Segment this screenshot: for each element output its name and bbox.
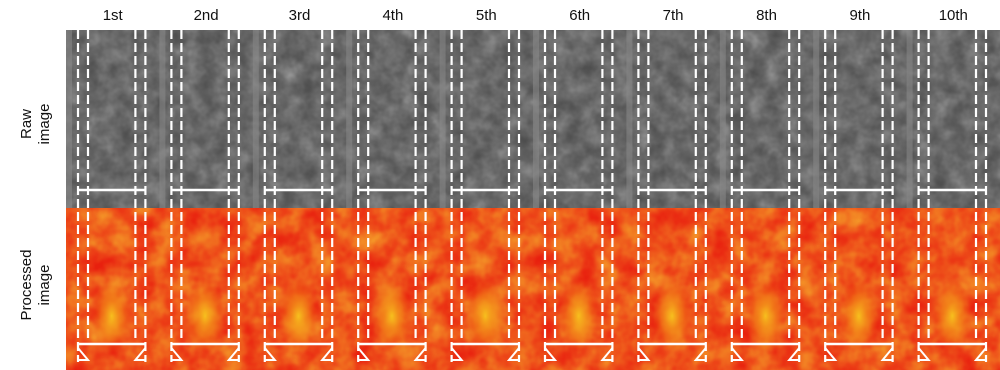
processed-hotspot-10 — [932, 278, 973, 354]
outline-foot-8-0 — [731, 347, 744, 361]
column-label-10: 10th — [938, 7, 968, 24]
column-label-6: 6th — [569, 7, 591, 24]
outline-foot-9-1 — [880, 347, 894, 361]
column-label-7: 7th — [662, 7, 684, 24]
outline-foot-10-1 — [973, 347, 987, 361]
outline-foot-4-1 — [413, 347, 427, 361]
outline-foot-3-0 — [264, 347, 277, 361]
raw-gap-strip-1 — [66, 30, 72, 208]
raw-gap-strip-2 — [159, 30, 166, 208]
raw-gap-strip-6 — [533, 30, 539, 208]
outline-foot-8-1 — [787, 347, 800, 361]
row-label-raw-image: Raw image — [18, 103, 53, 145]
raw-gap-strip-8 — [719, 30, 726, 208]
processed-hotspot-6 — [558, 278, 599, 354]
column-label-4: 4th — [382, 7, 404, 24]
outline-foot-5-1 — [506, 347, 520, 361]
row-label-processed-image: Processed image — [18, 249, 53, 321]
processed-hotspot-9 — [839, 278, 879, 354]
processed-hotspot-3 — [278, 278, 319, 354]
image-strip — [66, 30, 1000, 370]
raw-gap-strip-10 — [906, 30, 913, 208]
raw-gap-strip-4 — [346, 30, 353, 208]
column-label-1: 1st — [102, 7, 123, 24]
processed-hotspot-8 — [745, 278, 786, 354]
outline-foot-6-1 — [600, 347, 614, 361]
outline-foot-9-0 — [824, 347, 838, 361]
processed-hotspot-2 — [185, 278, 225, 354]
column-label-3: 3rd — [288, 7, 311, 24]
outline-foot-7-1 — [693, 347, 707, 361]
outline-foot-4-0 — [357, 347, 371, 361]
column-label-9: 9th — [849, 7, 871, 24]
outline-foot-2-0 — [170, 347, 184, 361]
outline-foot-1-1 — [133, 347, 147, 361]
column-label-2: 2nd — [193, 7, 219, 24]
processed-hotspot-7 — [652, 278, 692, 354]
outline-foot-5-0 — [450, 347, 464, 361]
column-label-8: 8th — [756, 7, 777, 24]
raw-gap-strip-5 — [439, 30, 446, 208]
outline-foot-7-0 — [637, 347, 651, 361]
outline-foot-10-0 — [917, 347, 931, 361]
raw-gap-strip-3 — [252, 30, 259, 208]
outline-foot-1-0 — [77, 347, 91, 361]
raw-gap-strip-7 — [626, 30, 633, 208]
processed-hotspot-4 — [372, 278, 412, 354]
outline-foot-3-1 — [320, 347, 333, 361]
outline-foot-6-0 — [544, 347, 558, 361]
raw-gap-strip-9 — [813, 30, 820, 208]
processed-hotspot-1 — [91, 278, 132, 354]
column-label-5: 5th — [475, 7, 497, 24]
outline-foot-2-1 — [226, 347, 240, 361]
processed-hotspot-5 — [465, 278, 506, 354]
